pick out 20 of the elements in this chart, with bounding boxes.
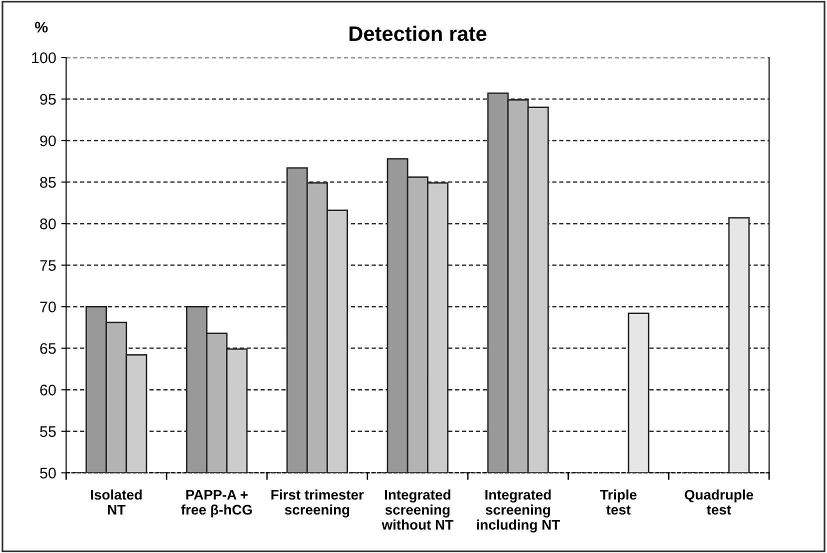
x-tick-label: Triple test <box>600 489 637 515</box>
x-tick-label: Integrated screening without NT <box>382 489 454 530</box>
y-axis-title: % <box>34 22 48 33</box>
x-tick-label: PAPP-A + free β-hCG <box>181 490 252 518</box>
y-tick-label: 65 <box>40 343 56 354</box>
y-tick-label: 85 <box>40 176 56 188</box>
x-tick-label: First trimester screening <box>271 489 364 518</box>
y-tick-label: 100 <box>32 52 56 64</box>
x-tick-label: Integrated screening including NT <box>476 489 560 533</box>
y-tick-label: 80 <box>40 218 56 230</box>
chart-title: Detection rate <box>350 26 486 42</box>
y-tick-label: 55 <box>40 426 56 437</box>
y-tick-label: 60 <box>40 384 56 396</box>
y-tick-label: 70 <box>40 302 56 312</box>
x-tick-label: Quadruple test <box>684 489 754 515</box>
y-tick-label: 95 <box>40 94 56 105</box>
x-tick-label: Isolated NT <box>91 489 142 515</box>
y-tick-label: 90 <box>40 135 56 146</box>
y-tick-label: 50 <box>40 468 56 478</box>
y-tick-label: 75 <box>40 260 56 271</box>
